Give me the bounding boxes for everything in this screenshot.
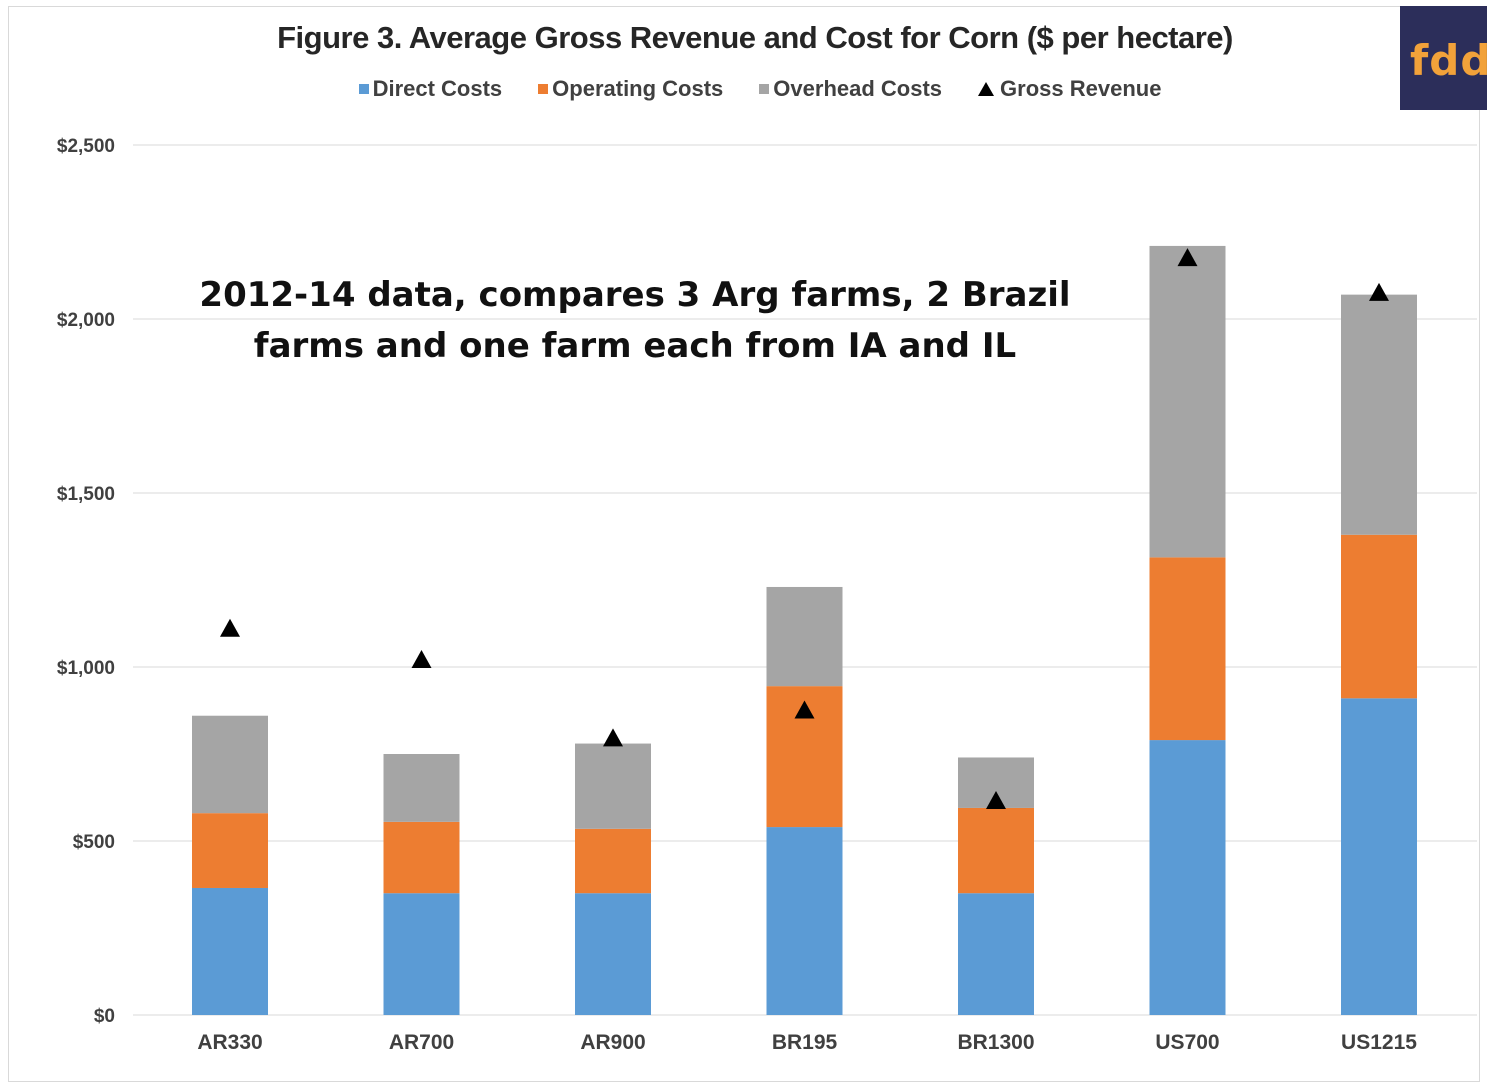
legend-item-overhead-costs: Overhead Costs	[759, 76, 942, 102]
legend-triangle-icon	[978, 82, 995, 96]
legend-swatch-operating-costs	[538, 84, 549, 94]
legend-item-gross-revenue: Gross Revenue	[978, 76, 1161, 102]
bar-overhead-costs	[766, 586, 843, 687]
gross-revenue-marker	[1177, 248, 1198, 267]
gross-revenue-marker	[794, 700, 815, 719]
bar-operating-costs	[1341, 534, 1417, 699]
legend-swatch-direct-costs	[358, 84, 369, 94]
gross-revenue-markers	[220, 248, 1389, 809]
bar-overhead-costs	[1149, 245, 1226, 558]
gross-revenue-marker	[411, 650, 432, 669]
x-category-label: US1215	[1341, 1031, 1417, 1054]
fdd-logo: fdd	[1400, 6, 1487, 110]
bar-direct-costs	[192, 887, 268, 1015]
bar-operating-costs	[575, 828, 651, 894]
legend-label-direct-costs: Direct Costs	[372, 76, 503, 101]
gross-revenue-marker	[603, 728, 623, 747]
legend-item-direct-costs: Direct Costs	[358, 76, 503, 102]
legend-label-gross-revenue: Gross Revenue	[1000, 76, 1162, 101]
legend-label-overhead-costs: Overhead Costs	[773, 76, 943, 101]
chart-legend: Direct Costs Operating Costs Overhead Co…	[0, 76, 1487, 102]
bars	[192, 245, 1417, 1015]
chart-title: Figure 3. Average Gross Revenue and Cost…	[277, 20, 1233, 55]
gross-revenue-marker	[1369, 282, 1389, 301]
x-category-label: AR700	[389, 1031, 454, 1054]
x-category-label: BR1300	[957, 1031, 1034, 1054]
y-axis-tick-labels: $0 $500 $1,000 $1,500 $2,000 $2,500	[57, 136, 115, 1027]
y-tick-label: $0	[94, 1006, 115, 1027]
bar-overhead-costs	[575, 743, 651, 829]
chart-annotation: 2012-14 data, compares 3 Arg farms, 2 Br…	[199, 275, 1071, 366]
x-category-label: AR330	[197, 1031, 262, 1054]
bar-direct-costs	[383, 893, 460, 1015]
logo-text: fdd	[1410, 36, 1487, 85]
x-category-label: BR195	[772, 1031, 838, 1054]
legend-swatch-overhead-costs	[759, 84, 770, 94]
y-tick-label: $500	[73, 832, 115, 853]
bar-direct-costs	[575, 893, 651, 1015]
x-axis-category-labels: AR330 AR700 AR900 BR195 BR1300 US700 US1215	[197, 1031, 1417, 1054]
bar-direct-costs	[1149, 740, 1226, 1015]
legend-item-operating-costs: Operating Costs	[538, 76, 723, 102]
bar-overhead-costs	[192, 715, 268, 814]
bar-direct-costs	[1341, 698, 1417, 1015]
gross-revenue-marker	[220, 618, 240, 637]
y-tick-label: $2,000	[57, 310, 115, 331]
bar-operating-costs	[1149, 557, 1226, 741]
bar-operating-costs	[192, 813, 268, 888]
bar-direct-costs	[958, 893, 1034, 1015]
y-tick-label: $2,500	[57, 136, 115, 157]
bar-overhead-costs	[383, 754, 460, 822]
x-category-label: US700	[1155, 1031, 1219, 1054]
y-tick-label: $1,000	[57, 658, 115, 679]
bar-overhead-costs	[1341, 294, 1417, 535]
bar-operating-costs	[383, 821, 460, 894]
x-category-label: AR900	[580, 1031, 645, 1054]
y-tick-label: $1,500	[57, 484, 115, 505]
gross-revenue-marker	[986, 790, 1006, 809]
bar-direct-costs	[766, 827, 843, 1015]
legend-label-operating-costs: Operating Costs	[552, 76, 724, 101]
bar-operating-costs	[958, 807, 1034, 894]
